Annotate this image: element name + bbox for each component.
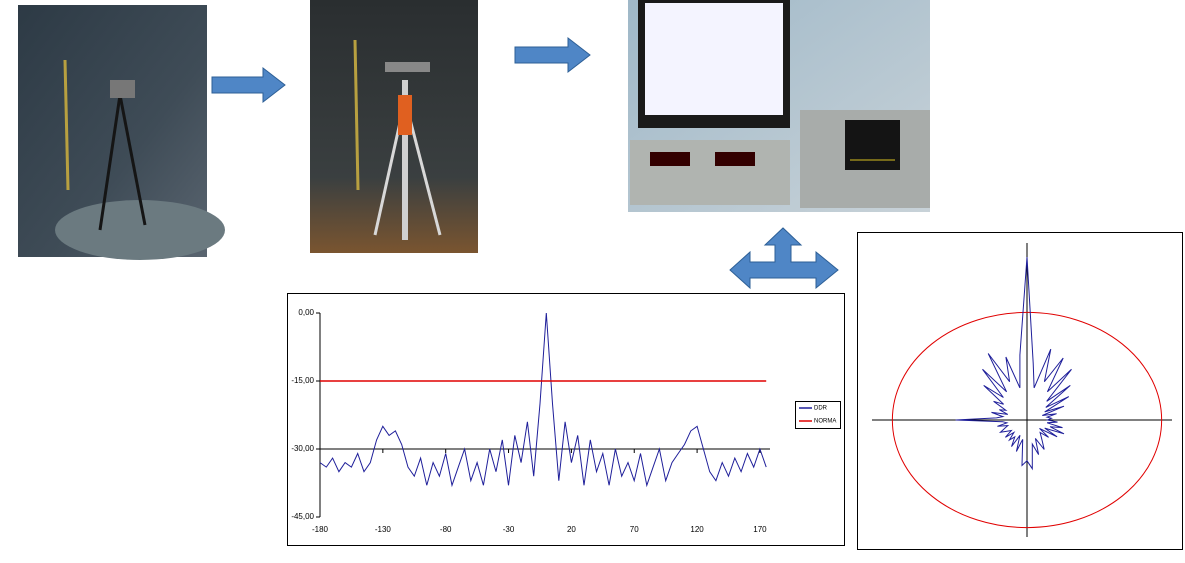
photo-lab — [628, 0, 930, 212]
x-tick-label: 170 — [753, 525, 767, 534]
x-tick-label: -130 — [375, 525, 392, 534]
body: 0,00 -15,00 -30,00 -45,00 -180 -130 -80 -30 20 70… — [0, 0, 1185, 558]
x-tick-label: -30 — [503, 525, 515, 534]
legend-label: DDR — [814, 406, 828, 412]
x-tick-label: -80 — [440, 525, 452, 534]
arrow-right — [515, 38, 590, 72]
y-tick-label: -15,00 — [291, 376, 314, 385]
arrow-double — [730, 228, 838, 288]
y-tick-label: -45,00 — [291, 512, 314, 521]
arrow-right — [212, 68, 285, 102]
x-tick-label: 120 — [690, 525, 704, 534]
scene: 0,00 -15,00 -30,00 -45,00 -180 -130 -80 -30 20 70… — [0, 0, 1185, 558]
page: Radiation pattern measurement {"chart_da… — [0, 0, 1185, 558]
photo-chamber — [18, 5, 225, 260]
polar-chart-frame — [858, 233, 1183, 550]
legend-label: NORMA — [814, 419, 836, 425]
y-tick-label: 0,00 — [298, 308, 314, 317]
x-tick-label: 20 — [567, 525, 576, 534]
photo-tripod — [310, 0, 478, 253]
x-tick-label: -180 — [312, 525, 329, 534]
y-tick-label: -30,00 — [291, 444, 314, 453]
x-tick-label: 70 — [630, 525, 639, 534]
line-chart-frame — [288, 294, 845, 546]
